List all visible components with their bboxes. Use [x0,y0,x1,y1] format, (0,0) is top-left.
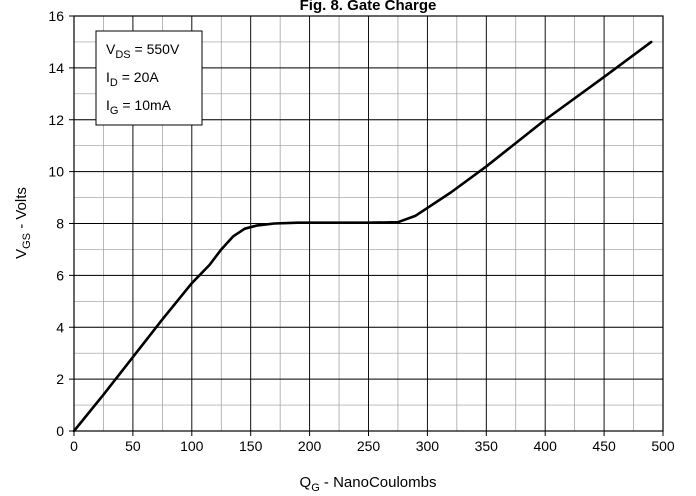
x-tick-label: 400 [534,438,558,454]
x-tick-label: 50 [125,438,141,454]
x-tick-label: 250 [357,438,381,454]
x-tick-label: 350 [475,438,499,454]
x-tick-label: 450 [592,438,616,454]
conditions-box: VDS = 550V ID = 20A IG = 10mA [95,30,203,126]
y-tick-label: 10 [48,164,64,180]
condition-line: ID = 20A [106,69,159,89]
x-tick-label: 300 [416,438,440,454]
data-series [72,40,653,433]
x-axis-title: QG - NanoCoulombs [300,474,437,494]
gate-charge-curve [72,40,653,433]
x-tick-label: 200 [298,438,322,454]
x-tick-label: 0 [70,438,78,454]
y-tick-label: 2 [56,371,64,387]
y-tick-label: 8 [56,216,64,232]
x-tick-label: 500 [651,438,675,454]
y-tick-label: 14 [48,60,64,76]
condition-line: IG = 10mA [106,97,172,117]
x-tick-label: 150 [239,438,263,454]
conditions-box-frame [95,30,203,126]
x-axis-ticks: 0 50 100 150 200 250 300 350 400 450 500 [70,431,675,454]
y-tick-label: 0 [56,423,64,439]
y-tick-label: 6 [56,267,64,283]
x-tick-label: 100 [180,438,204,454]
y-tick-label: 12 [48,112,64,128]
y-axis-title: VGS - Volts [13,187,33,259]
y-tick-label: 4 [56,319,64,335]
condition-line: VDS = 550V [106,41,180,61]
chart-title: Fig. 8. Gate Charge [300,0,437,14]
y-tick-label: 16 [48,8,64,24]
y-axis-ticks: 0 2 4 6 8 10 12 14 16 [48,8,74,439]
